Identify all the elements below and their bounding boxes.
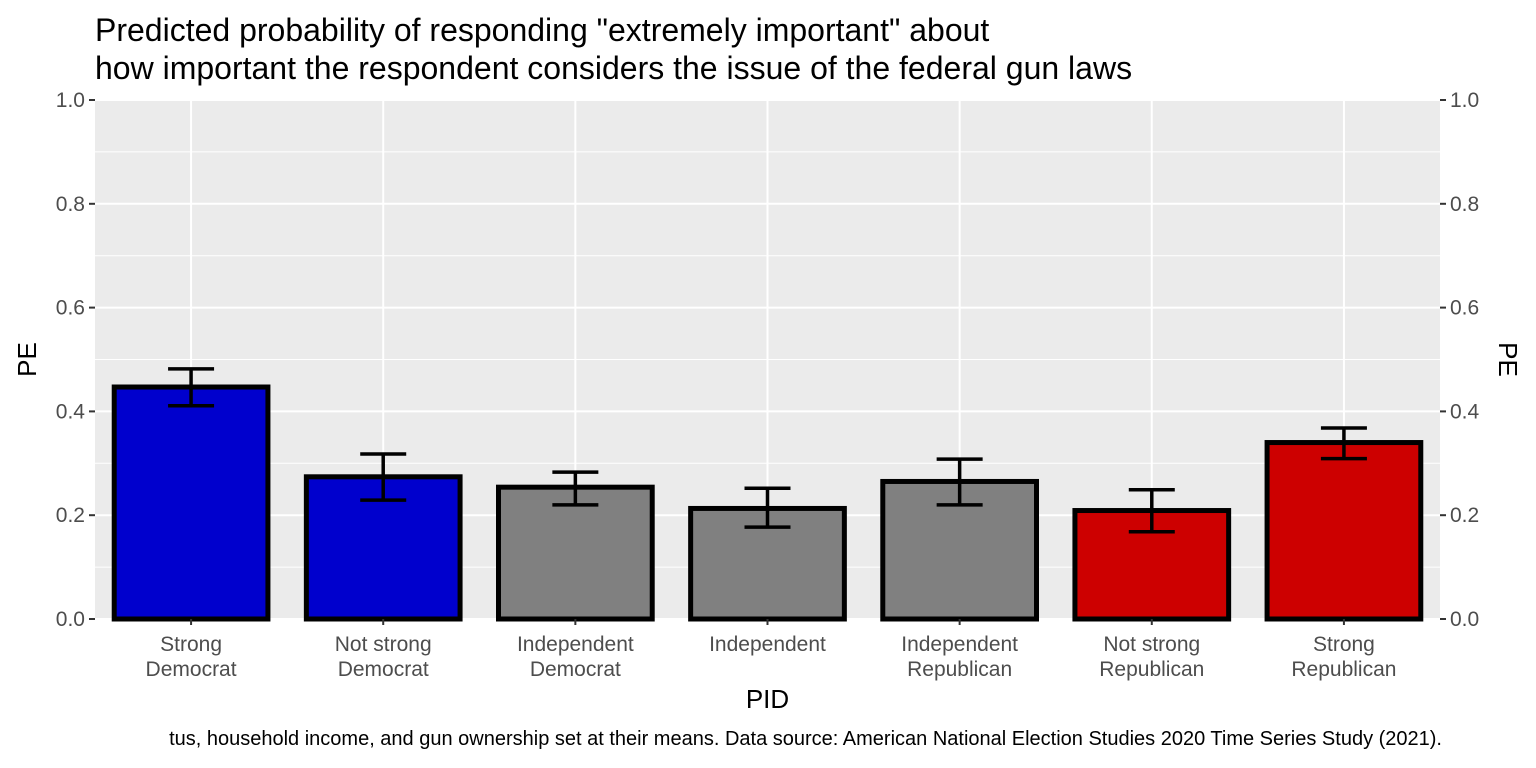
x-tick-label: Independent Republican: [901, 633, 1018, 681]
x-tick-label-line: Democrat: [530, 658, 621, 681]
y-tick-label-right: 0.0: [1450, 608, 1479, 631]
y-tick-label-left: 0.8: [56, 193, 85, 216]
chart-caption: tus, household income, and gun ownership…: [169, 728, 1442, 750]
x-tick-label-line: Independent: [517, 633, 634, 656]
x-tick-label-line: Republican: [907, 658, 1012, 681]
y-tick-label-right: 0.2: [1450, 504, 1479, 527]
y-tick-label-right: 1.0: [1450, 89, 1479, 112]
y-tick-label-left: 0.0: [56, 608, 85, 631]
y-axis-title: PE: [12, 342, 42, 377]
x-tick-label-line: Independent: [901, 633, 1018, 656]
y-tick-label-left: 1.0: [56, 89, 85, 112]
error-bar: [360, 452, 407, 502]
chart-title-line-1: Predicted probability of responding "ext…: [95, 12, 989, 48]
y-tick-label-right: 0.4: [1450, 400, 1480, 423]
x-tick-label: Independent Democrat: [517, 633, 634, 681]
x-tick-label-line: Democrat: [146, 658, 237, 681]
x-tick-label-line: Strong: [1313, 633, 1375, 656]
error-bar: [936, 457, 983, 507]
y-tick-label-right: 0.8: [1450, 193, 1479, 216]
x-axis-title: PID: [746, 684, 789, 714]
y-tick-label-left: 0.2: [56, 504, 85, 527]
x-tick-label: Independent: [709, 633, 826, 656]
error-bar: [1320, 426, 1367, 461]
error-bar: [552, 470, 599, 507]
error-bars: [168, 367, 1367, 534]
x-tick-label-line: Republican: [1291, 658, 1396, 681]
bar: [496, 484, 655, 622]
x-tick-label: Strong Democrat: [146, 633, 237, 681]
y-axis-title-right: PE: [1493, 342, 1523, 377]
y-tick-label-left: 0.6: [56, 297, 85, 320]
x-tick-label-line: Strong: [160, 633, 222, 656]
x-tick-label: Not strong Democrat: [335, 633, 432, 681]
x-tick-label-line: Democrat: [338, 658, 429, 681]
y-tick-label-right: 0.6: [1450, 297, 1479, 320]
error-bar: [168, 367, 215, 408]
y-tick-label-left: 0.4: [56, 400, 86, 423]
error-bar: [1128, 488, 1175, 534]
x-tick-label-line: Not strong: [1103, 633, 1200, 656]
chart-title-line-2: how important the respondent considers t…: [95, 50, 1132, 86]
axes: 0.0 0.0 0.2 0.2 0.4 0.4 0.6 0.6 0.8 0.8 1.0 1.0 Stro…: [56, 89, 1480, 681]
x-tick-label-line: Not strong: [335, 633, 432, 656]
bar: [111, 384, 271, 622]
bar: [1264, 440, 1424, 622]
error-bar: [744, 486, 791, 529]
x-tick-label: Not strong Republican: [1099, 633, 1204, 681]
x-tick-label-line: Independent: [709, 633, 826, 656]
x-tick-label: Strong Republican: [1291, 633, 1396, 681]
x-tick-label-line: Republican: [1099, 658, 1204, 681]
